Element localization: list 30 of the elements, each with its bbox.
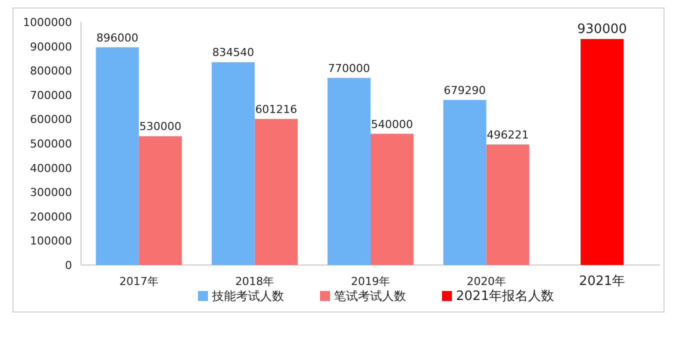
x-tick-label: 2017年 — [119, 275, 158, 288]
y-tick-label: 300000 — [30, 186, 72, 200]
y-tick-label: 800000 — [30, 64, 72, 78]
y-tick-label: 400000 — [30, 162, 72, 175]
y-tick-label: 900000 — [30, 40, 72, 54]
data-label: 834540 — [212, 46, 254, 60]
x-tick-label: 2019年 — [351, 275, 390, 288]
x-tick-label: 2018年 — [235, 275, 274, 288]
y-tick-label: 1000000 — [23, 16, 72, 29]
data-label: 540000 — [371, 118, 413, 131]
data-label: 601216 — [255, 102, 298, 116]
y-tick-label: 600000 — [30, 113, 72, 126]
legend-item: 技能考试人数 — [198, 289, 284, 303]
data-label: 679290 — [444, 84, 486, 97]
legend-item: 2021年报名人数 — [442, 289, 554, 304]
legend-label: 笔试考试人数 — [334, 289, 406, 303]
x-tick-label: 2021年 — [579, 274, 626, 289]
x-tick-label: 2020年 — [466, 275, 506, 288]
y-tick-label: 100000 — [30, 234, 72, 248]
y-tick-label: 500000 — [30, 138, 72, 150]
data-label: 930000 — [577, 22, 627, 38]
y-tick-label: 700000 — [30, 88, 72, 102]
legend-item: 笔试考试人数 — [320, 289, 406, 303]
data-label: 770000 — [328, 62, 370, 75]
data-label: 896000 — [96, 31, 138, 44]
y-tick-label: 0 — [65, 259, 72, 272]
legend-label: 技能考试人数 — [211, 289, 284, 303]
y-tick-label: 200000 — [30, 210, 72, 224]
data-label: 496221 — [486, 128, 529, 142]
data-label: 530000 — [139, 120, 182, 134]
